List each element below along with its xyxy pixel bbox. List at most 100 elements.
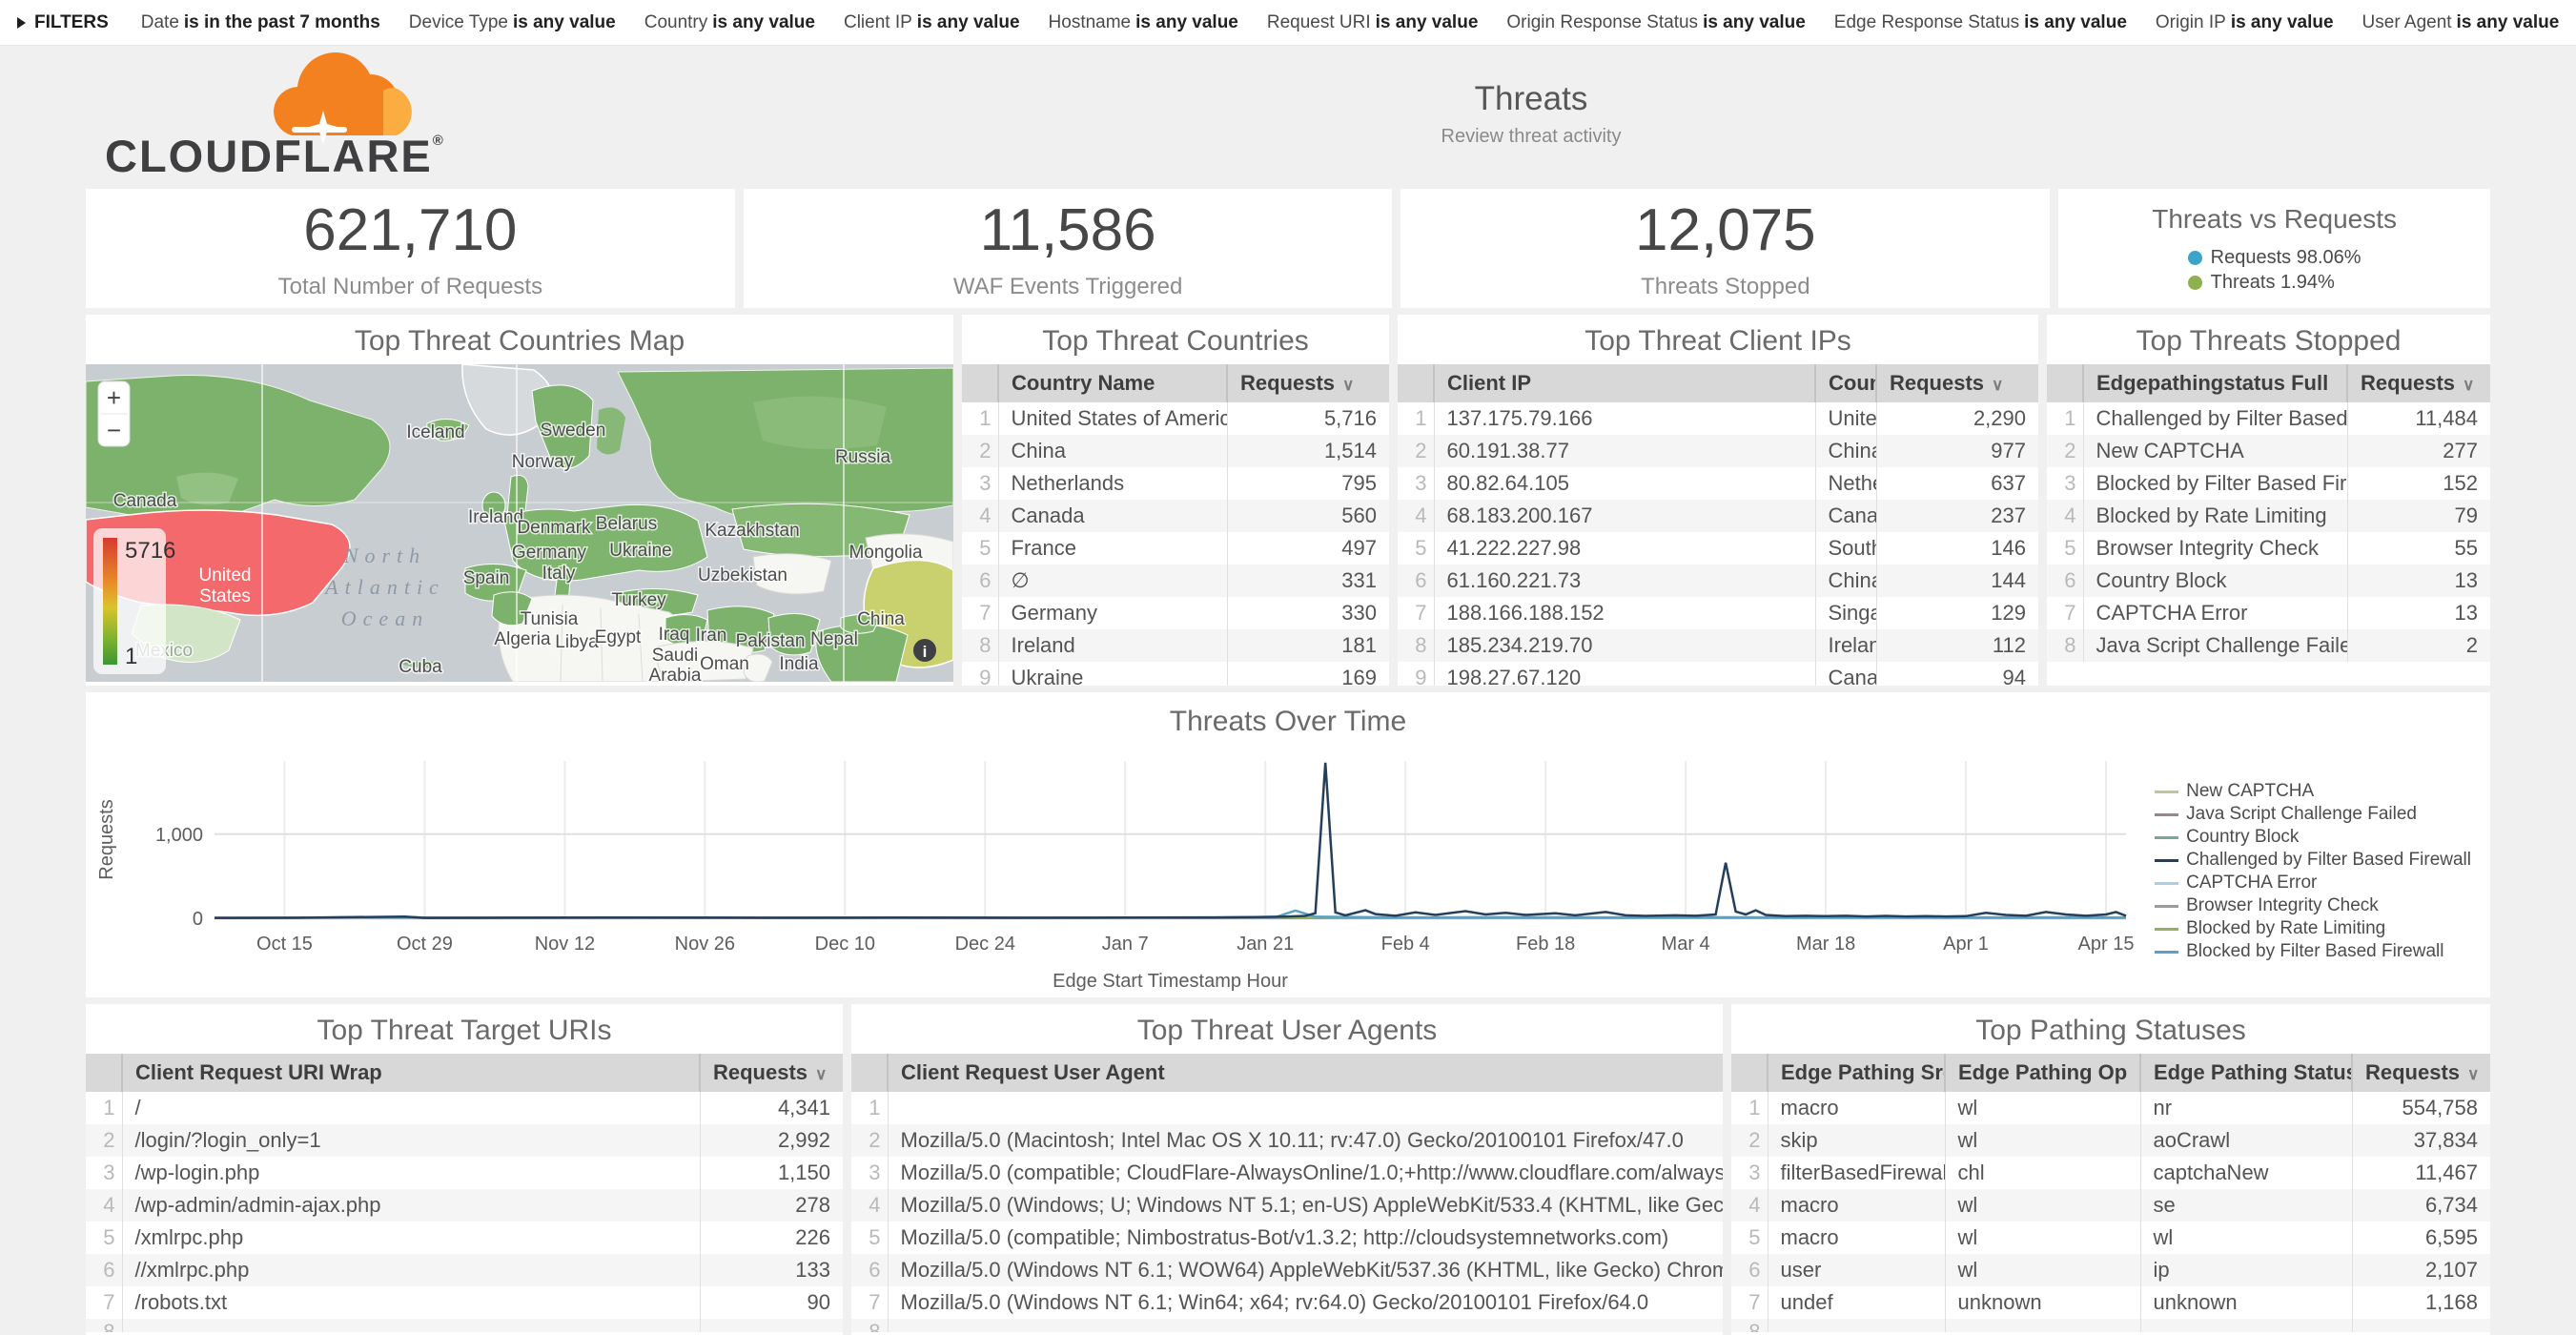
table-row[interactable]: 8 Java Script Challenge Failed 2 (2047, 629, 2490, 662)
map-cuba[interactable] (400, 661, 442, 668)
map-pakistan[interactable] (767, 613, 821, 656)
table-row[interactable]: 3/wp-login.php 1,150 (86, 1157, 843, 1189)
table-row[interactable]: 661.160.221.73China144 (1398, 565, 2038, 597)
table-row[interactable]: 5 France 497 (962, 532, 1389, 565)
table-cell: 278 (699, 1189, 843, 1222)
table-row[interactable]: 2 Mozilla/5.0 (Macintosh; Intel Mac OS X … (851, 1124, 1723, 1157)
column-header-requests[interactable]: Requests ∨ (1226, 364, 1389, 402)
map-label-ukraine: Ukraine (609, 541, 671, 561)
table-row[interactable]: 541.222.227.98South Africa146 (1398, 532, 2038, 565)
table-cell (2351, 1319, 2490, 1332)
chart-legend-item[interactable]: CAPTCHA Error (2155, 872, 2471, 894)
table-row[interactable]: 5 macro wl wl 6,595 (1731, 1222, 2490, 1254)
cloud-shape (274, 51, 397, 135)
table-row[interactable]: 4 Canada 560 (962, 500, 1389, 532)
table-row[interactable]: 3 Mozilla/5.0 (compatible; CloudFlare-Alw… (851, 1157, 1723, 1189)
filters-toggle[interactable]: FILTERS (17, 12, 109, 33)
table-row[interactable]: 380.82.64.105Netherlands637 (1398, 467, 2038, 500)
table-row[interactable]: 7 Germany 330 (962, 597, 1389, 629)
row-number: 5 (979, 536, 992, 560)
chart-legend-item[interactable]: Challenged by Filter Based Firewall (2155, 849, 2471, 872)
column-header-country-name: Country Name (1814, 364, 1876, 402)
table-row[interactable]: 6 user wl ip 2,107 (1731, 1254, 2490, 1286)
table-cell: Mozilla/5.0 (Windows; U; Windows NT 5.1;… (887, 1189, 1723, 1222)
filter-item-origin-response-status[interactable]: Origin Response Status is any value (1506, 12, 1805, 32)
table-row[interactable]: 4/wp-admin/admin-ajax.php 278 (86, 1189, 843, 1222)
table-row[interactable]: 4 Mozilla/5.0 (Windows; U; Windows NT 5.1… (851, 1189, 1723, 1222)
chart-legend-item[interactable]: Browser Integrity Check (2155, 894, 2471, 917)
filter-item-user-agent[interactable]: User Agent is any value (2362, 12, 2560, 32)
filter-field-name: User Agent (2361, 11, 2452, 32)
filter-item-country[interactable]: Country is any value (644, 12, 815, 32)
map-iceland[interactable] (426, 419, 470, 442)
table-row[interactable]: 2 New CAPTCHA 277 (2047, 435, 2490, 467)
table-row[interactable]: 5 Browser Integrity Check 55 (2047, 532, 2490, 565)
brand-text: CLOUDFLARE® (105, 131, 445, 176)
table-row[interactable]: 6//xmlrpc.php 133 (86, 1254, 843, 1286)
column-header-requests[interactable]: Requests ∨ (699, 1054, 843, 1092)
table-row[interactable]: 3 Netherlands 795 (962, 467, 1389, 500)
column-header-requests[interactable]: Requests ∨ (2346, 364, 2490, 402)
filter-field-name: Origin IP (2155, 11, 2226, 32)
table-row[interactable]: 5 Mozilla/5.0 (compatible; Nimbostratus-B… (851, 1222, 1723, 1254)
table-row[interactable]: 6 ∅ 331 (962, 565, 1389, 597)
filter-item-edge-response-status[interactable]: Edge Response Status is any value (1834, 12, 2127, 32)
tvr-legend-item[interactable]: Requests 98.06% (2187, 247, 2361, 269)
map-europe[interactable] (502, 503, 708, 582)
table-row[interactable]: 2/login/?login_only=1 2,992 (86, 1124, 843, 1157)
chart-legend-item[interactable]: Country Block (2155, 826, 2471, 849)
column-header-edge-pathing-src: Edge Pathing Src (1767, 1054, 1945, 1092)
column-header-requests[interactable]: Requests ∨ (2351, 1054, 2490, 1092)
filter-item-date[interactable]: Date is in the past 7 months (141, 12, 380, 32)
table-row[interactable]: 9 Ukraine 169 (962, 662, 1389, 686)
table-row[interactable]: 5/xmlrpc.php 226 (86, 1222, 843, 1254)
chart-legend-item[interactable]: Blocked by Rate Limiting (2155, 917, 2471, 940)
filter-item-hostname[interactable]: Hostname is any value (1049, 12, 1238, 32)
table-row[interactable]: 7/robots.txt 90 (86, 1286, 843, 1319)
map-zoom-in-button[interactable]: + (107, 383, 121, 412)
table-cell: 61.160.221.73 (1433, 565, 1815, 597)
threats-over-time-chart[interactable]: Oct 15 Oct 29 Nov 12 Nov 26 Dec 10 Dec 24 Jan … (86, 751, 2490, 997)
table-row[interactable]: 7 Mozilla/5.0 (Windows NT 6.1; Win64; x64… (851, 1286, 1723, 1319)
filter-item-device-type[interactable]: Device Type is any value (409, 12, 616, 32)
filter-item-client-ip[interactable]: Client IP is any value (844, 12, 1020, 32)
table-row[interactable]: 1 /4,341 (86, 1092, 843, 1124)
table-row[interactable]: 1 (851, 1092, 1723, 1124)
chart-legend-item[interactable]: Blocked by Filter Based Firewall (2155, 940, 2471, 963)
table-row[interactable]: 8 Ireland 181 (962, 629, 1389, 662)
table-row[interactable]: 9 198.27.67.120Canada94 (1398, 662, 2038, 686)
filter-item-origin-ip[interactable]: Origin IP is any value (2156, 12, 2334, 32)
map-ireland[interactable] (481, 491, 506, 520)
map-zoom-out-button[interactable]: − (107, 416, 121, 444)
map-morocco[interactable] (491, 591, 533, 626)
table-row[interactable]: 2 60.191.38.77China977 (1398, 435, 2038, 467)
chart-legend-item[interactable]: New CAPTCHA (2155, 780, 2471, 803)
chart-legend-item[interactable]: Java Script Challenge Failed (2155, 803, 2471, 826)
table-row[interactable]: 3 filterBasedFirewall chl captchaNew 11,467 (1731, 1157, 2490, 1189)
table-cell: United States of America (1814, 402, 1876, 435)
table-row[interactable]: 7 CAPTCHA Error 13 (2047, 597, 2490, 629)
table-row[interactable]: 468.183.200.167Canada237 (1398, 500, 2038, 532)
tvr-legend-item[interactable]: Threats 1.94% (2187, 272, 2361, 294)
map-scandinavia[interactable] (531, 384, 594, 469)
table-row[interactable]: 4 macro wl se 6,734 (1731, 1189, 2490, 1222)
table-row[interactable]: 2 China 1,514 (962, 435, 1389, 467)
table-row[interactable]: 6 Country Block 13 (2047, 565, 2490, 597)
table-row[interactable]: 7 undef unknown unknown 1,168 (1731, 1286, 2490, 1319)
table-row[interactable]: 1 macro wl nr 554,758 (1731, 1092, 2490, 1124)
table-row[interactable]: 4 Blocked by Rate Limiting 79 (2047, 500, 2490, 532)
world-map[interactable]: CanadaUnitedStatesMexicoCubaIcelandIrela… (86, 364, 953, 682)
table-row[interactable]: 6 Mozilla/5.0 (Windows NT 6.1; WOW64) App… (851, 1254, 1723, 1286)
map-info-icon[interactable]: i (913, 639, 936, 662)
table-cell: captchaNew (2139, 1157, 2352, 1189)
map-nepal[interactable] (840, 614, 880, 634)
filter-item-request-uri[interactable]: Request URI is any value (1267, 12, 1479, 32)
table-row[interactable]: 2 skip wl aoCrawl 37,834 (1731, 1124, 2490, 1157)
table-row[interactable]: 1 United States of America 5,716 (962, 402, 1389, 435)
column-header-requests[interactable]: Requests ∨ (1875, 364, 2038, 402)
